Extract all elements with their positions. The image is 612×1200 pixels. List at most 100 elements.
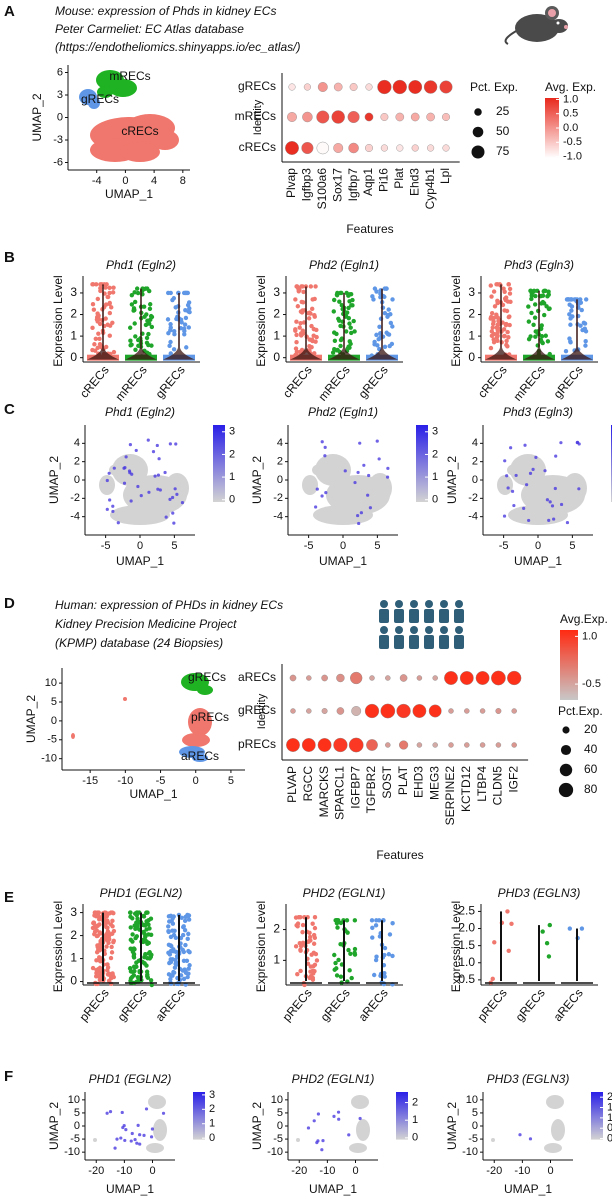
expressing-cell: [107, 471, 111, 475]
cell-point: [312, 962, 318, 967]
expressing-cell: [124, 455, 128, 459]
expressing-cell: [518, 1133, 522, 1137]
cell-point: [382, 945, 388, 951]
expressing-cell: [144, 1107, 149, 1111]
cell-point: [390, 324, 395, 329]
cell-point: [105, 962, 110, 967]
cell-point: [568, 339, 573, 344]
cell-point: [91, 920, 97, 926]
cell-point: [92, 924, 98, 929]
cell-point: [313, 339, 318, 344]
cell-point: [293, 944, 299, 949]
panel-letter: F: [4, 1068, 13, 1085]
cell-point: [382, 344, 388, 350]
y-tick-label: 6: [57, 66, 63, 78]
cell-point: [110, 931, 115, 936]
cell-point: [310, 297, 315, 302]
cell-point: [314, 958, 320, 963]
cell-point: [186, 917, 192, 922]
colorbar-tick-label: 3: [229, 426, 235, 438]
cell-point: [346, 947, 351, 953]
dot: [369, 675, 375, 681]
expressing-cell: [358, 1116, 362, 1121]
cell-point: [526, 319, 532, 324]
y-tick-label: 0: [472, 1120, 478, 1132]
cell-point: [145, 910, 150, 915]
dot: [416, 675, 423, 681]
expressing-cell: [153, 474, 157, 478]
size-legend-label: 80: [584, 782, 598, 796]
x-tick-label: 0: [340, 540, 346, 552]
cell-point: [298, 321, 303, 326]
cell-point: [502, 296, 508, 301]
cell-point: [90, 302, 96, 307]
cell-cloud: [349, 1143, 367, 1153]
cell-point: [107, 290, 112, 296]
cell-point: [300, 308, 305, 313]
size-legend-dot: [471, 145, 485, 159]
cell-point: [149, 343, 154, 348]
y-tick-label: -10: [41, 753, 57, 765]
cell-point: [529, 291, 535, 296]
y-axis-label: Identity: [256, 693, 268, 729]
cell-point: [312, 314, 317, 319]
x-axis-label: Features: [376, 848, 423, 862]
cell-point: [547, 306, 552, 311]
cell-point: [313, 284, 318, 289]
colorbar-tick-label: 1.0: [582, 630, 597, 642]
y-tick-label: 3: [273, 285, 280, 299]
expressing-cell: [105, 478, 109, 483]
plot-title: PHD3 (EGLN3): [487, 1072, 570, 1086]
cell-point: [183, 307, 188, 313]
cell-point: [98, 286, 103, 291]
cell-point: [569, 308, 574, 313]
cell-point: [104, 944, 109, 949]
cell-point: [507, 286, 513, 292]
x-tick-label: 8: [180, 175, 186, 187]
expressing-cell: [353, 480, 357, 485]
cell-point: [579, 307, 584, 313]
cell-point: [347, 321, 352, 326]
cell-point: [346, 315, 352, 321]
x-tick-label: Igfbp3: [300, 168, 314, 202]
x-tick-label: -15: [82, 775, 98, 787]
cell-point: [135, 926, 140, 931]
cell-point: [490, 325, 495, 330]
y-tick-label: 2: [70, 307, 77, 321]
cell-point: [539, 323, 544, 328]
cell-point: [302, 982, 307, 988]
y-tick-label: 10: [466, 1094, 478, 1106]
color-legend-title: Avg. Exp.: [545, 80, 596, 94]
expressing-cell: [320, 494, 324, 498]
y-tick-label: -2: [273, 492, 283, 504]
cell-point: [300, 940, 306, 946]
cell-point: [352, 950, 357, 956]
cell-point: [507, 291, 513, 296]
cell-point: [387, 343, 392, 349]
cell-cloud: [313, 505, 373, 525]
x-tick-label: Plat: [392, 167, 406, 188]
plot-title: Phd3 (Egln3): [504, 258, 574, 272]
cell-point: [370, 925, 375, 931]
y-axis-label: UMAP_2: [30, 93, 44, 141]
cell-point: [109, 944, 114, 950]
y-axis-label: UMAP_2: [24, 695, 38, 743]
cell-point: [110, 320, 115, 325]
cell-point: [583, 297, 589, 302]
cell-point: [529, 310, 534, 316]
cell-point: [533, 334, 538, 339]
x-axis-label: UMAP_1: [105, 187, 153, 201]
expressing-cell: [163, 470, 167, 475]
cell-point: [186, 948, 191, 954]
x-tick-label: MEG3: [427, 766, 441, 800]
panel-letter: D: [4, 595, 15, 612]
dot: [507, 670, 522, 686]
cell-cloud: [182, 733, 210, 747]
cell-point: [110, 924, 115, 929]
cell-point: [294, 332, 299, 338]
cell-point: [492, 940, 497, 945]
expressing-cell: [123, 1138, 127, 1143]
cell-cloud: [165, 473, 189, 503]
cell-point: [295, 921, 301, 926]
cell-point: [128, 338, 133, 343]
